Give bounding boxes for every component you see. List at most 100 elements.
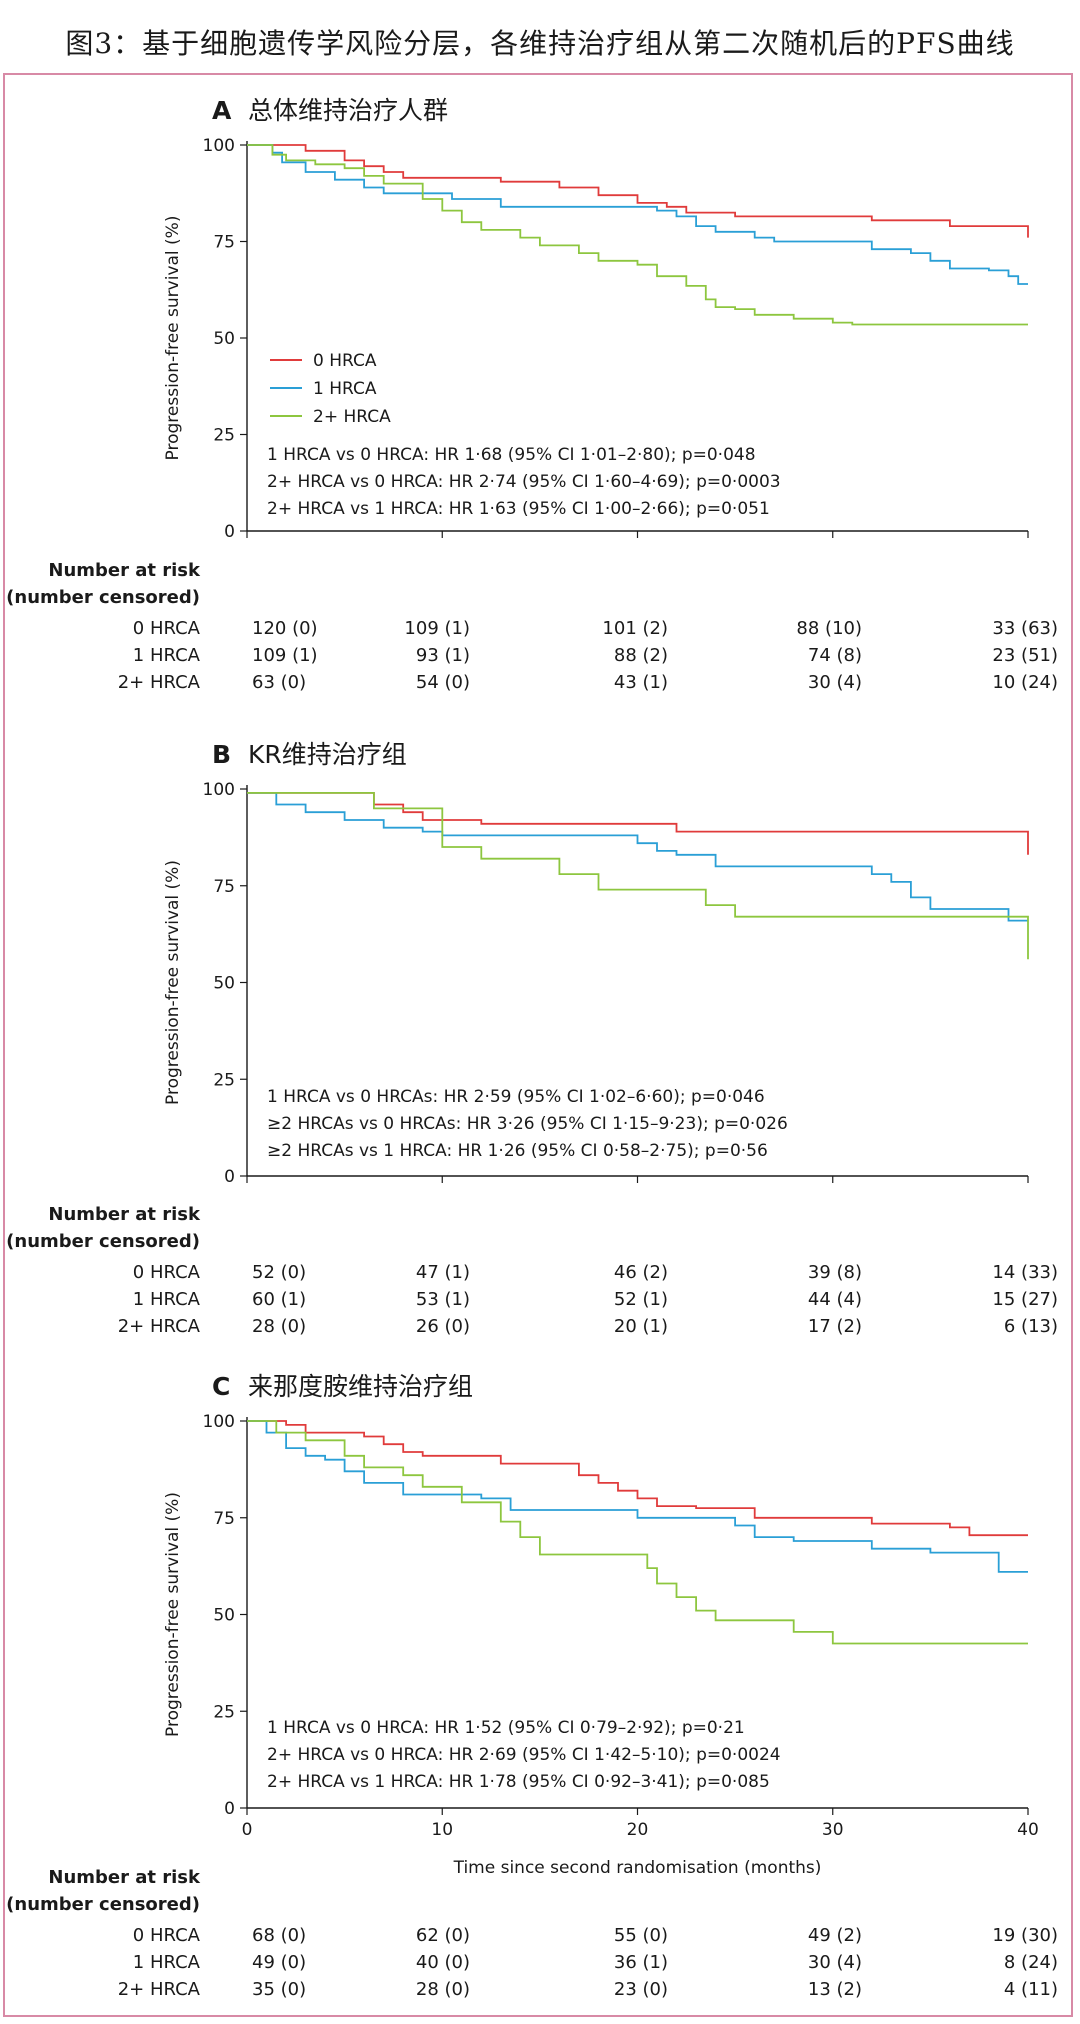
risk-table-subheading: (number censored)	[6, 1894, 200, 1915]
risk-cell: 20 (1)	[614, 1316, 668, 1337]
y-tick-label: 0	[224, 522, 235, 542]
legend-label: 2+ HRCA	[313, 407, 391, 427]
y-tick-label: 75	[213, 877, 235, 897]
x-tick-label: 10	[431, 1820, 453, 1840]
hazard-ratio-text: 2+ HRCA vs 0 HRCA: HR 2·69 (95% CI 1·42–…	[267, 1745, 781, 1765]
risk-table-subheading: (number censored)	[6, 1231, 200, 1252]
hazard-ratio-text: 1 HRCA vs 0 HRCA: HR 1·68 (95% CI 1·01–2…	[267, 445, 756, 465]
risk-cell: 68 (0)	[252, 1925, 306, 1946]
risk-cell: 15 (27)	[992, 1289, 1058, 1310]
risk-cell: 23 (51)	[992, 645, 1058, 666]
y-tick-label: 0	[224, 1167, 235, 1187]
y-tick-label: 100	[203, 136, 235, 156]
risk-table-heading: Number at risk	[48, 560, 201, 581]
series-line-1hrca	[247, 144, 1028, 285]
risk-row-label: 2+ HRCA	[118, 1979, 201, 2000]
risk-cell: 23 (0)	[614, 1979, 668, 2000]
y-axis-label: Progression-free survival (%)	[163, 216, 183, 461]
risk-cell: 55 (0)	[614, 1925, 668, 1946]
y-tick-label: 0	[224, 1799, 235, 1819]
series-line-0hrca	[247, 144, 1029, 238]
risk-cell: 14 (33)	[992, 1262, 1058, 1283]
risk-row-label: 0 HRCA	[133, 1262, 201, 1283]
risk-row-label: 0 HRCA	[133, 1925, 201, 1946]
risk-cell: 36 (1)	[614, 1952, 668, 1973]
hazard-ratio-text: 2+ HRCA vs 1 HRCA: HR 1·63 (95% CI 1·00–…	[267, 499, 770, 519]
risk-cell: 52 (0)	[252, 1262, 306, 1283]
y-tick-label: 50	[213, 1606, 235, 1626]
series-line-1hrca	[247, 792, 1028, 922]
risk-row-label: 1 HRCA	[133, 1289, 201, 1310]
y-tick-label: 25	[213, 426, 235, 446]
y-tick-label: 50	[213, 974, 235, 994]
hazard-ratio-text: 2+ HRCA vs 0 HRCA: HR 2·74 (95% CI 1·60–…	[267, 472, 781, 492]
series-line-0hrca	[247, 792, 1029, 855]
risk-row-label: 1 HRCA	[133, 645, 201, 666]
risk-cell: 19 (30)	[992, 1925, 1058, 1946]
figure-title: 图3：基于细胞遗传学风险分层，各维持治疗组从第二次随机后的PFS曲线	[65, 27, 1015, 60]
risk-cell: 26 (0)	[416, 1316, 470, 1337]
hazard-ratio-text: 1 HRCA vs 0 HRCAs: HR 2·59 (95% CI 1·02–…	[267, 1087, 765, 1107]
risk-cell: 60 (1)	[252, 1289, 306, 1310]
x-tick-label: 0	[242, 1820, 253, 1840]
risk-cell: 109 (1)	[404, 618, 470, 639]
hazard-ratio-text: 2+ HRCA vs 1 HRCA: HR 1·78 (95% CI 0·92–…	[267, 1772, 770, 1792]
risk-cell: 35 (0)	[252, 1979, 306, 2000]
series-line-0hrca	[247, 1420, 1028, 1537]
risk-cell: 74 (8)	[808, 645, 862, 666]
panel-c: C 来那度胺维持治疗组 0 25 50 75 100 0 10 20 30 40 Progression…	[6, 1372, 1058, 2000]
panel-letter: A	[212, 96, 232, 125]
risk-cell: 101 (2)	[602, 618, 668, 639]
risk-cell: 46 (2)	[614, 1262, 668, 1283]
hazard-ratio-text: ≥2 HRCAs vs 0 HRCAs: HR 3·26 (95% CI 1·1…	[267, 1114, 788, 1134]
risk-cell: 109 (1)	[252, 645, 318, 666]
risk-cell: 44 (4)	[808, 1289, 862, 1310]
x-tick-label: 30	[822, 1820, 844, 1840]
hazard-ratio-text: 1 HRCA vs 0 HRCA: HR 1·52 (95% CI 0·79–2…	[267, 1718, 745, 1738]
x-tick-label: 40	[1017, 1820, 1039, 1840]
risk-cell: 10 (24)	[992, 672, 1058, 693]
panel-letter: C	[212, 1372, 230, 1401]
y-tick-label: 75	[213, 1509, 235, 1529]
y-axis-label: Progression-free survival (%)	[163, 860, 183, 1105]
risk-cell: 17 (2)	[808, 1316, 862, 1337]
series-line-2hrca	[247, 1420, 1028, 1645]
risk-cell: 28 (0)	[252, 1316, 306, 1337]
series-line-1hrca	[247, 1420, 1028, 1573]
risk-row-label: 2+ HRCA	[118, 672, 201, 693]
risk-cell: 49 (2)	[808, 1925, 862, 1946]
y-tick-label: 25	[213, 1702, 235, 1722]
risk-cell: 120 (0)	[252, 618, 318, 639]
risk-cell: 40 (0)	[416, 1952, 470, 1973]
legend-label: 0 HRCA	[313, 351, 377, 371]
risk-cell: 54 (0)	[416, 672, 470, 693]
risk-cell: 39 (8)	[808, 1262, 862, 1283]
risk-cell: 6 (13)	[1004, 1316, 1058, 1337]
y-axis-label: Progression-free survival (%)	[163, 1492, 183, 1737]
series-line-2hrca	[247, 792, 1029, 960]
panel-letter: B	[212, 740, 231, 769]
risk-cell: 63 (0)	[252, 672, 306, 693]
y-tick-label: 75	[213, 233, 235, 253]
panel-title: 总体维持治疗人群	[248, 96, 448, 125]
risk-cell: 93 (1)	[416, 645, 470, 666]
panel-b: B KR维持治疗组 0 25 50 75 100 Progression-free survi…	[6, 740, 1058, 1337]
risk-cell: 8 (24)	[1004, 1952, 1058, 1973]
y-tick-label: 100	[203, 1412, 235, 1432]
y-tick-label: 25	[213, 1070, 235, 1090]
risk-cell: 49 (0)	[252, 1952, 306, 1973]
panel-title: 来那度胺维持治疗组	[248, 1372, 473, 1401]
x-axis-label: Time since second randomisation (months)	[453, 1858, 822, 1878]
y-tick-label: 50	[213, 329, 235, 349]
risk-row-label: 1 HRCA	[133, 1952, 201, 1973]
risk-cell: 52 (1)	[614, 1289, 668, 1310]
risk-cell: 53 (1)	[416, 1289, 470, 1310]
risk-table-subheading: (number censored)	[6, 587, 200, 608]
risk-row-label: 0 HRCA	[133, 618, 201, 639]
panel-a: A 总体维持治疗人群 0 25 50 75 100 Progression-free surv…	[6, 96, 1058, 693]
panel-title: KR维持治疗组	[248, 740, 407, 769]
legend-label: 1 HRCA	[313, 379, 377, 399]
risk-cell: 4 (11)	[1004, 1979, 1058, 2000]
risk-cell: 47 (1)	[416, 1262, 470, 1283]
